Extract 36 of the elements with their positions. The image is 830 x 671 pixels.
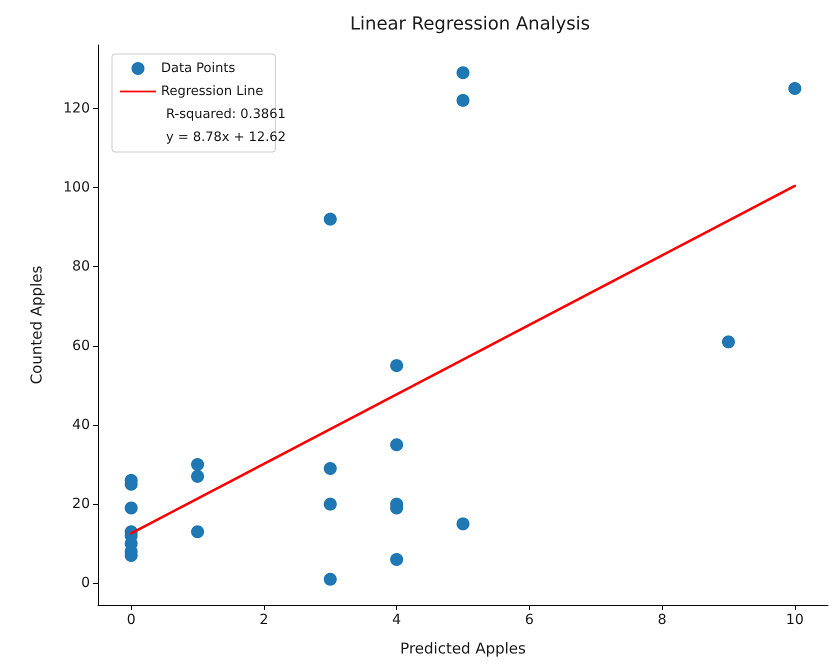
- annotation: y = 8.78x + 12.62: [166, 130, 286, 145]
- point: [324, 212, 337, 226]
- point: [324, 462, 337, 475]
- point: [456, 517, 470, 530]
- point: [722, 335, 735, 348]
- y-tick-label: 20: [72, 496, 90, 512]
- y-tick-label: 120: [63, 100, 90, 116]
- x-axis-title: Predicted Apples: [400, 640, 526, 658]
- x-tick-label: 2: [259, 612, 268, 628]
- point: [390, 552, 404, 566]
- annotation: R-squared: 0.3861: [166, 107, 286, 122]
- y-tick-label: 0: [81, 575, 90, 592]
- point: [191, 470, 204, 483]
- y-tick-label: 40: [72, 416, 90, 433]
- x-tick-label: 0: [126, 612, 136, 628]
- point: [788, 82, 802, 96]
- point: [124, 502, 138, 515]
- point: [324, 498, 337, 511]
- y-tick-label: 80: [72, 258, 90, 275]
- y-axis-title: Counted Apples: [28, 266, 46, 384]
- x-tick-label: 4: [392, 612, 402, 628]
- x-tick-label: 8: [658, 612, 667, 628]
- x-tick-label: 10: [786, 612, 804, 628]
- point: [191, 525, 204, 538]
- legend-label: Data Points: [161, 61, 236, 76]
- point: [390, 438, 404, 452]
- point: [456, 66, 470, 80]
- chart-title: Linear Regression Analysis: [350, 14, 590, 34]
- y-tick-label: 100: [63, 179, 90, 196]
- point: [390, 359, 404, 372]
- point: [324, 572, 337, 586]
- point: [456, 94, 470, 107]
- y-tick-label: 60: [72, 338, 90, 354]
- point: [191, 458, 204, 471]
- x-tick-label: 6: [524, 612, 534, 628]
- legend-label: Regression Line: [161, 84, 264, 99]
